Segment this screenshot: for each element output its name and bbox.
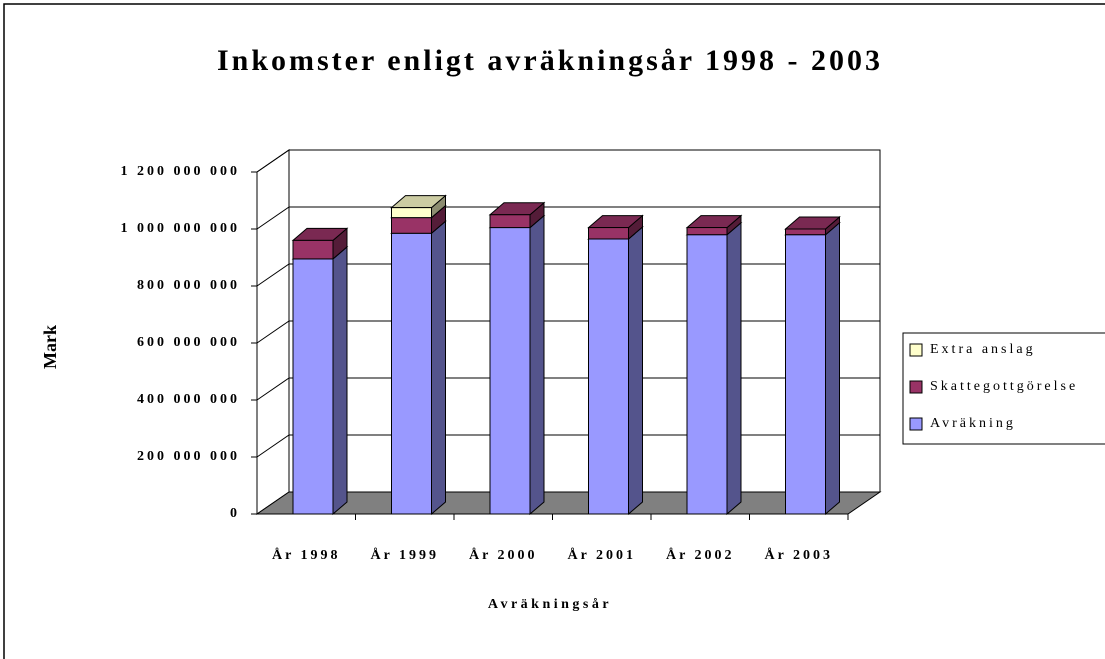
bar-segment	[685, 221, 743, 516]
x-tick-label: År 2001	[567, 547, 636, 563]
bar-segment	[784, 215, 841, 236]
x-axis-label: Avräkningsår	[488, 597, 612, 612]
bar-side	[628, 225, 643, 516]
y-tick-label: 400 000 000	[137, 392, 240, 407]
bar-segment	[685, 214, 743, 236]
y-tick-label: 1 000 000 000	[121, 221, 241, 236]
bar-side	[825, 221, 840, 516]
legend-swatch	[909, 417, 923, 431]
chart-title: Inkomster enligt avräkningsår 1998 - 200…	[217, 44, 883, 77]
legend-label: Avräkning	[930, 416, 1016, 431]
x-tick-label: År 1999	[370, 547, 439, 563]
bar-segment	[390, 194, 447, 219]
bar-side	[431, 220, 446, 516]
bar-segment	[488, 214, 546, 516]
x-tick-label: År 2002	[666, 547, 735, 563]
grid-line	[256, 434, 880, 458]
bar	[391, 232, 432, 515]
bar	[391, 207, 432, 219]
x-tick-label: År 2000	[469, 547, 538, 563]
y-tick-label: 600 000 000	[137, 335, 240, 350]
legend-swatch	[909, 343, 923, 357]
bar-segment	[587, 214, 644, 241]
legend-label: Skattegottgörelse	[930, 379, 1078, 394]
y-tick-label: 1 200 000 000	[121, 164, 241, 179]
grid-line	[256, 320, 880, 344]
y-tick-label: 800 000 000	[137, 278, 240, 293]
bar-side	[529, 214, 545, 516]
legend-box	[902, 332, 1105, 445]
bar	[588, 238, 629, 515]
bar-segment	[291, 227, 349, 261]
bar-side	[726, 221, 742, 516]
y-axis-label: Mark	[40, 325, 60, 369]
bar-side	[332, 245, 348, 516]
bar	[489, 227, 531, 515]
bar	[292, 239, 334, 260]
bar	[391, 217, 432, 234]
bar	[785, 228, 826, 236]
grid-line	[256, 263, 880, 287]
x-tick-label: År 2003	[764, 547, 833, 563]
bar	[489, 214, 531, 229]
legend-label: Extra anslag	[930, 342, 1036, 357]
bar	[686, 234, 728, 515]
bar-segment	[291, 245, 349, 516]
y-tick-label: 200 000 000	[137, 449, 240, 464]
grid-line	[256, 206, 880, 230]
bar	[588, 227, 629, 240]
legend-swatch	[909, 380, 923, 394]
bar	[292, 258, 334, 515]
grid-line	[256, 377, 880, 401]
bar-segment	[587, 225, 644, 516]
bar-segment	[784, 221, 841, 516]
bar-segment	[488, 201, 546, 229]
bar-segment	[390, 220, 447, 516]
x-tick-label: År 1998	[272, 547, 341, 563]
y-tick-label: 0	[230, 506, 240, 521]
bar	[686, 227, 728, 236]
bar	[785, 234, 826, 515]
grid-line	[256, 149, 880, 173]
